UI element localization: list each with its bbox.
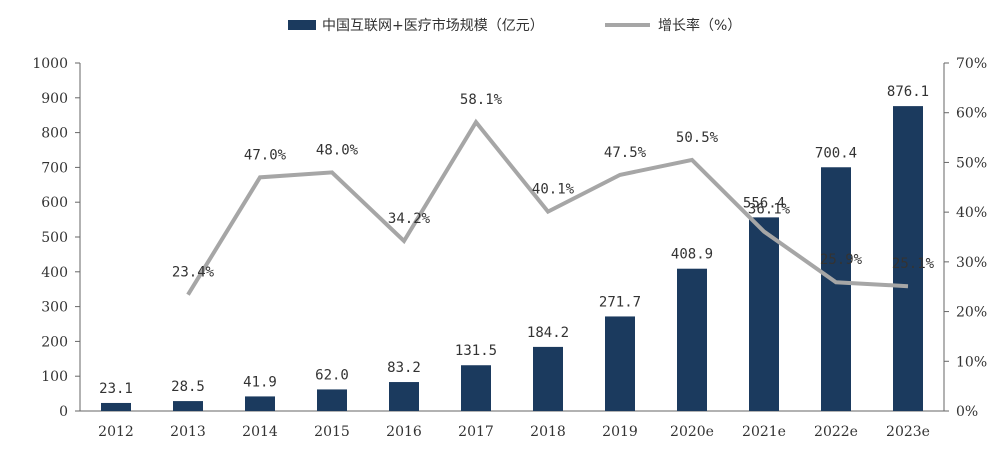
line-data-label: 25.1% [892, 256, 935, 272]
bar-data-label: 23.1 [99, 381, 133, 397]
left-y-tick-label: 700 [41, 160, 68, 176]
x-tick-labels: 2012 2013 2014 2015 2016 2017 2018 2019 2020e 202… [98, 424, 930, 440]
bar [245, 396, 275, 411]
left-y-tick-label: 400 [41, 265, 68, 281]
legend-line-label: 增长率（%） [658, 17, 741, 34]
right-y-tick-label: 30% [956, 255, 987, 271]
legend: 中国互联网+医疗市场规模（亿元） 增长率（%） [288, 17, 741, 34]
right-y-tick-label: 50% [956, 155, 987, 171]
right-y-tick-label: 70% [956, 56, 987, 72]
x-tick-label: 2023e [886, 424, 930, 440]
bar [749, 217, 779, 411]
bar [461, 365, 491, 411]
bar-data-label: 131.5 [455, 343, 497, 359]
right-y-tick-label: 0% [956, 404, 978, 420]
line-data-labels: 23.4% 47.0% 48.0% 34.2% 58.1% 40.1% 47.5% 50.5%… [172, 92, 935, 281]
axes [79, 63, 945, 412]
bar-data-label: 83.2 [387, 360, 421, 376]
x-tick-label: 2013 [170, 424, 206, 440]
bar-data-label: 408.9 [671, 247, 713, 263]
x-tick-label: 2021e [742, 424, 786, 440]
line-data-label: 47.0% [244, 147, 287, 163]
x-tick-label: 2022e [814, 424, 858, 440]
bar-data-label: 271.7 [599, 294, 641, 310]
bar [173, 401, 203, 411]
bar [677, 268, 707, 411]
line-data-label: 47.5% [604, 145, 647, 161]
right-y-ticks: 0% 10% 20% 30% 40% 50% 60% 70% [944, 56, 987, 420]
bar-data-label: 62.0 [315, 367, 349, 383]
left-y-tick-label: 800 [41, 126, 68, 142]
x-tick-label: 2014 [242, 424, 278, 440]
left-y-tick-label: 500 [41, 230, 68, 246]
bar-data-label: 700.4 [815, 145, 857, 161]
x-tick-label: 2019 [602, 424, 638, 440]
bar [101, 402, 131, 411]
bar [821, 167, 851, 411]
x-tick-label: 2015 [314, 424, 350, 440]
line-data-label: 36.1% [748, 202, 791, 218]
bar-data-labels: 23.1 28.5 41.9 62.0 83.2 131.5 184.2 271.7 408.9… [99, 84, 929, 397]
bar-data-label: 41.9 [243, 374, 277, 390]
right-y-tick-label: 60% [956, 106, 987, 122]
bar [389, 382, 419, 411]
line-series [186, 118, 909, 296]
x-tick-label: 2012 [98, 424, 134, 440]
left-y-tick-label: 1000 [32, 56, 68, 72]
left-y-tick-label: 300 [41, 300, 68, 316]
line-data-label: 25.9% [820, 252, 863, 268]
x-tick-label: 2018 [530, 424, 566, 440]
line-data-label: 48.0% [316, 142, 359, 158]
growth-rate-line [186, 118, 909, 296]
bar-series [101, 106, 923, 412]
left-y-tick-label: 600 [41, 195, 68, 211]
line-data-label: 58.1% [460, 92, 503, 108]
left-y-ticks: 0 100 200 300 400 500 600 700 800 900 1000 [32, 56, 80, 420]
legend-bar-label: 中国互联网+医疗市场规模（亿元） [322, 17, 544, 34]
line-data-label: 34.2% [388, 211, 431, 227]
x-tick-label: 2016 [386, 424, 422, 440]
right-y-tick-label: 10% [956, 354, 987, 370]
bar [533, 346, 563, 411]
x-tick-label: 2017 [458, 424, 494, 440]
bar-data-label: 28.5 [171, 379, 205, 395]
bar [605, 316, 635, 411]
bar [893, 106, 923, 412]
bar-data-label: 876.1 [887, 84, 929, 100]
legend-bar-swatch [288, 20, 316, 30]
left-y-tick-label: 200 [41, 334, 68, 350]
left-y-tick-label: 0 [59, 404, 68, 420]
line-data-label: 23.4% [172, 265, 215, 281]
bar [317, 389, 347, 411]
right-y-tick-label: 20% [956, 305, 987, 321]
x-tick-label: 2020e [670, 424, 714, 440]
bar-data-label: 556.4 [743, 195, 785, 211]
left-y-tick-label: 100 [41, 369, 68, 385]
bar-data-label: 184.2 [527, 325, 569, 341]
left-y-tick-label: 900 [41, 91, 68, 107]
right-y-tick-label: 40% [956, 205, 987, 221]
line-data-label: 50.5% [676, 130, 719, 146]
line-data-label: 40.1% [532, 182, 575, 198]
